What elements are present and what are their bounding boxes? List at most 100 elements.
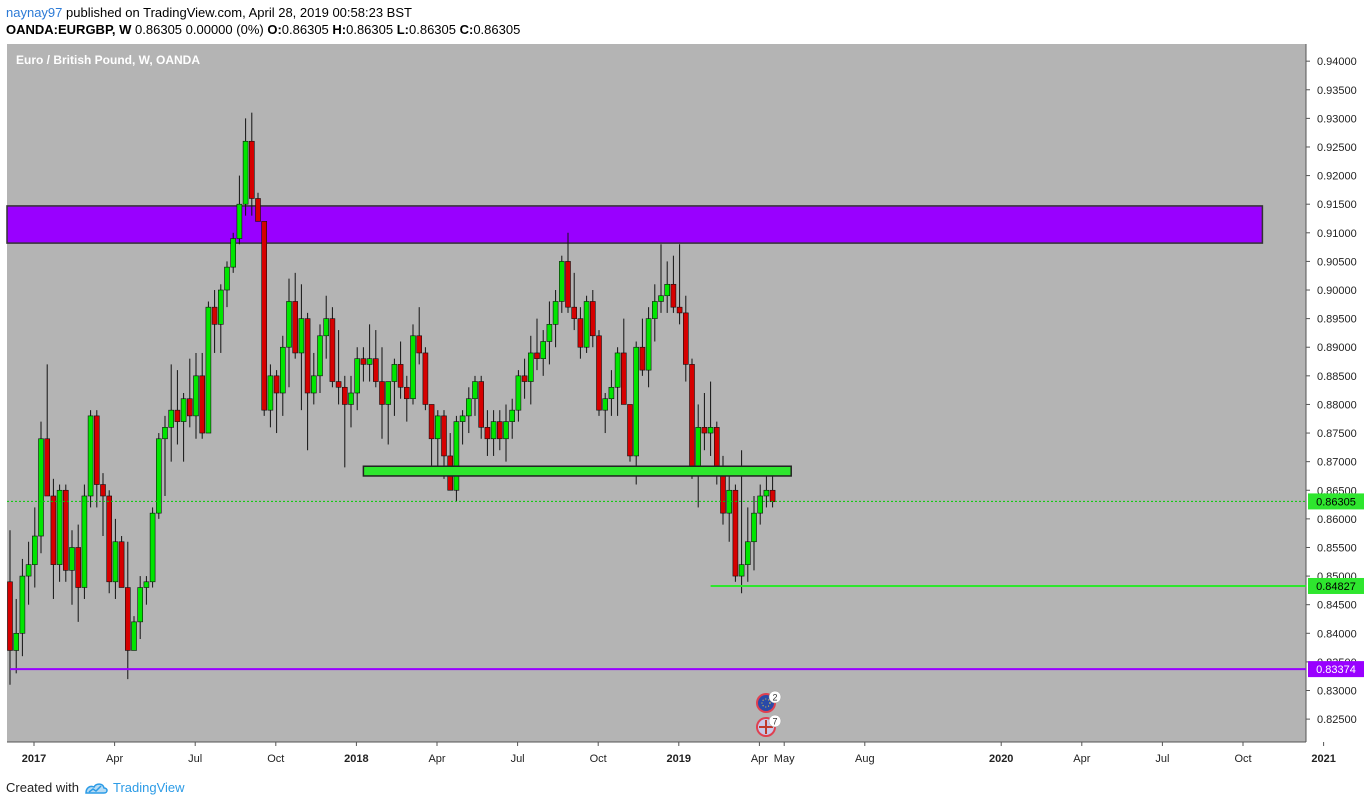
resistance-zone[interactable] — [6, 205, 1264, 244]
candle — [385, 381, 392, 445]
y-tick-label: 0.85500 — [1317, 542, 1357, 554]
candle-body — [137, 587, 143, 623]
eu-stars — [761, 698, 771, 708]
candle-body — [552, 301, 559, 325]
candle — [255, 192, 261, 222]
tradingview-logo-icon — [85, 782, 108, 794]
candle-body — [689, 364, 695, 474]
candle — [689, 358, 695, 479]
candle — [602, 393, 609, 434]
uk-flag-icon[interactable]: 7 — [756, 714, 782, 737]
candle — [515, 370, 522, 422]
support-zone[interactable] — [362, 465, 792, 477]
candle — [484, 410, 491, 456]
candle-body — [410, 335, 416, 400]
candle-body — [360, 358, 367, 365]
price-axis[interactable] — [1306, 44, 1372, 742]
candle — [224, 261, 230, 308]
candle-body — [720, 472, 726, 514]
candle — [149, 507, 156, 588]
candle-body — [317, 335, 323, 377]
publish-info: naynay97 published on TradingView.com, A… — [6, 5, 412, 20]
close-value: 0.86305 — [473, 22, 521, 37]
created-with-text: Created with — [6, 780, 79, 795]
candle — [558, 255, 565, 313]
candle-body — [503, 421, 509, 440]
candle-body — [602, 398, 609, 411]
candle — [106, 490, 112, 594]
y-tick-label: 0.89000 — [1317, 342, 1357, 354]
price-label: 0.84827 — [1316, 581, 1356, 593]
candle-body — [763, 489, 770, 497]
candle — [323, 295, 330, 359]
y-tick-label: 0.83000 — [1317, 686, 1357, 698]
y-tick-label: 0.87500 — [1317, 428, 1357, 440]
candle-body — [44, 438, 51, 497]
candle-body — [249, 140, 255, 199]
candle-body — [13, 632, 19, 651]
candle-body — [465, 398, 472, 417]
candle-body — [310, 375, 317, 394]
candle-body — [143, 581, 150, 588]
candle-body — [484, 427, 491, 440]
candle-body — [751, 512, 757, 543]
candle — [403, 375, 410, 422]
low-label: L: — [396, 22, 409, 37]
candle-body — [335, 381, 342, 388]
candle — [38, 421, 44, 554]
candle-body — [645, 318, 652, 371]
candle — [354, 347, 361, 411]
candle — [62, 484, 69, 582]
candle-body — [596, 335, 602, 411]
candle — [732, 484, 739, 582]
candle-body — [434, 415, 441, 440]
tradingview-brand-link[interactable]: TradingView — [112, 780, 185, 795]
y-tick-label: 0.91500 — [1317, 199, 1357, 211]
y-tick-label: 0.90500 — [1317, 256, 1357, 268]
candle — [744, 507, 751, 582]
author-link[interactable]: naynay97 — [6, 5, 63, 20]
candle-body — [397, 364, 404, 388]
candle-body — [744, 541, 751, 565]
candle — [19, 558, 26, 657]
candle-body — [478, 381, 485, 428]
candle — [620, 318, 627, 405]
candle-body — [279, 346, 286, 394]
x-tick-label: Aug — [855, 753, 875, 765]
candle-body — [757, 495, 764, 514]
candle-body — [521, 375, 528, 382]
candle — [490, 410, 497, 456]
y-tick-label: 0.90000 — [1317, 285, 1357, 297]
y-tick-label: 0.88000 — [1317, 399, 1357, 411]
x-tick-label: 2021 — [1311, 753, 1335, 765]
candle-body — [230, 238, 236, 268]
candle-body — [664, 283, 671, 297]
candle-body — [87, 415, 94, 497]
candle — [137, 576, 143, 640]
candle — [348, 375, 354, 428]
footer: Created with TradingView — [6, 780, 185, 795]
candle — [187, 358, 193, 428]
candle — [156, 433, 162, 519]
candle — [304, 312, 311, 451]
candle — [546, 301, 553, 365]
candle-body — [391, 364, 398, 382]
candle-body — [515, 375, 522, 411]
candle-body — [341, 386, 348, 405]
candle — [372, 330, 379, 388]
candle — [292, 272, 299, 359]
eu-flag-icon[interactable]: 2 — [756, 690, 782, 713]
candle — [664, 261, 671, 313]
candle-body — [496, 421, 503, 440]
candle — [583, 295, 590, 353]
x-tick-label: Oct — [267, 753, 284, 765]
candle — [205, 301, 212, 434]
candle-body — [534, 352, 540, 359]
candle — [230, 232, 236, 273]
candle-body — [100, 484, 106, 497]
candle-body — [428, 404, 435, 440]
candle — [596, 330, 602, 416]
candle-body — [701, 427, 708, 434]
